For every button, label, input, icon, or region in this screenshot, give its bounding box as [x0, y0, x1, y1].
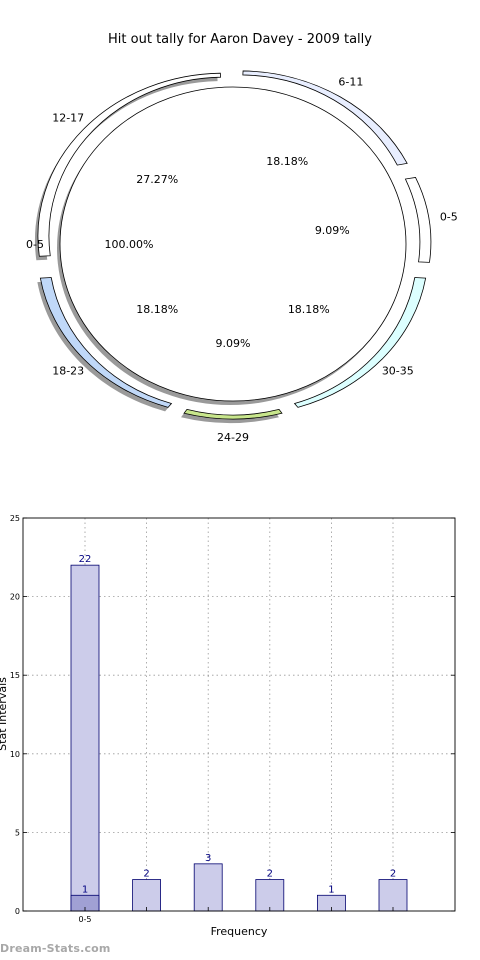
pie-outer-slice [404, 176, 432, 263]
bar-value-label: 1 [82, 884, 88, 895]
bar-value-label: 2 [390, 869, 396, 880]
pie-percent-label: 18.18% [288, 303, 330, 316]
y-tick-label: 20 [10, 593, 20, 602]
bar [378, 879, 408, 912]
plot-frame [22, 517, 456, 912]
pie-chart: 6-11 18.18% 0-5 9.09% 30-35 18.18% 24-29 9.09% 1… [26, 70, 458, 444]
pie-outer-label: 12-17 [52, 112, 84, 125]
pie-title: Hit out tally for Aaron Davey - 2009 tal… [108, 32, 372, 47]
bar [255, 879, 285, 912]
pie-outer-shadow [181, 413, 279, 423]
y-tick-label: 25 [10, 514, 20, 523]
pie-inner-slice [59, 86, 407, 402]
x-tick-label: 0-5 [78, 915, 91, 924]
bar [193, 863, 223, 912]
bar-value-label: 1 [328, 884, 334, 895]
pie-inner-label: 0-5 [26, 238, 44, 251]
pie-outer-slice [39, 277, 173, 408]
pie-outer-label: 30-35 [382, 364, 414, 377]
bar-value-label: 2 [143, 869, 149, 880]
x-axis-title: Frequency [211, 925, 268, 938]
y-tick-label: 10 [10, 750, 20, 759]
y-tick-label: 0 [15, 907, 20, 916]
pie-outer-slice [293, 277, 427, 408]
pie-percent-label: 18.18% [136, 303, 178, 316]
y-axis-title: Stat Intervals [0, 677, 9, 751]
pie-outer-label: 0-5 [440, 211, 458, 224]
pie-percent-label: 27.27% [136, 173, 178, 186]
pie-outer-label: 18-23 [52, 364, 84, 377]
bar-value-label: 3 [205, 853, 211, 864]
pie-outer-slice [242, 70, 408, 166]
bar [70, 564, 100, 912]
y-tick-label: 5 [15, 828, 20, 837]
pie-outer-label: 6-11 [338, 76, 363, 89]
y-tick-label: 15 [10, 671, 20, 680]
pie-outer-label: 24-29 [217, 431, 249, 444]
pie-percent-label: 9.09% [216, 337, 251, 350]
bar-value-label: 2 [267, 869, 273, 880]
bar [132, 879, 162, 912]
pie-percent-label: 9.09% [315, 224, 350, 237]
watermark: Dream-Stats.com [0, 942, 111, 955]
pie-percent-label: 18.18% [266, 155, 308, 168]
pie-outer-slice [37, 72, 221, 257]
pie-outer-slice [183, 408, 283, 420]
pie-inner-percent-label: 100.00% [105, 238, 154, 251]
bar-value-label: 22 [79, 554, 92, 565]
